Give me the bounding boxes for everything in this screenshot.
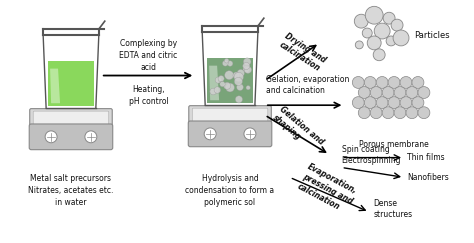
Circle shape [388, 77, 400, 88]
Circle shape [400, 97, 412, 109]
Circle shape [412, 97, 424, 109]
Circle shape [367, 36, 381, 50]
Circle shape [246, 86, 250, 90]
Circle shape [376, 77, 388, 88]
Polygon shape [207, 58, 253, 103]
Circle shape [45, 131, 57, 143]
Text: Spin coating: Spin coating [342, 145, 390, 154]
Circle shape [235, 96, 243, 103]
Circle shape [234, 72, 244, 82]
Text: Dense
structures: Dense structures [373, 199, 412, 219]
Circle shape [365, 6, 383, 24]
Circle shape [222, 61, 228, 66]
Text: Gelation, evaporation
and calcination: Gelation, evaporation and calcination [266, 75, 349, 95]
Circle shape [393, 30, 409, 46]
Circle shape [373, 49, 385, 61]
FancyBboxPatch shape [30, 109, 112, 127]
Circle shape [237, 69, 245, 77]
Circle shape [418, 87, 430, 98]
Circle shape [394, 107, 406, 119]
Circle shape [244, 58, 251, 65]
Text: Thin films: Thin films [407, 153, 445, 162]
Circle shape [243, 62, 250, 69]
Circle shape [370, 107, 382, 119]
FancyBboxPatch shape [188, 121, 272, 147]
Polygon shape [50, 69, 60, 103]
Polygon shape [209, 66, 219, 100]
Text: Metal salt precursors
Nitrates, acetates etc.
in water: Metal salt precursors Nitrates, acetates… [28, 174, 114, 207]
Polygon shape [48, 61, 94, 106]
Circle shape [383, 12, 395, 24]
Circle shape [358, 107, 370, 119]
Circle shape [244, 66, 252, 73]
Circle shape [226, 83, 235, 92]
Text: Drying and
calcination: Drying and calcination [278, 32, 328, 74]
Circle shape [218, 76, 224, 82]
Circle shape [391, 19, 403, 31]
Circle shape [370, 87, 382, 98]
Text: Hydrolysis and
condensation to form a
polymeric sol: Hydrolysis and condensation to form a po… [185, 174, 274, 207]
Circle shape [215, 77, 221, 83]
FancyBboxPatch shape [33, 111, 109, 125]
Circle shape [233, 72, 240, 79]
Circle shape [374, 23, 390, 39]
Text: Gelation and
shaping: Gelation and shaping [271, 105, 325, 155]
Circle shape [418, 107, 430, 119]
Circle shape [352, 77, 364, 88]
Circle shape [234, 77, 242, 86]
Text: Evaporation,
pressing and
calcination: Evaporation, pressing and calcination [296, 162, 359, 216]
Circle shape [364, 97, 376, 109]
Text: Complexing by
EDTA and citric
acid: Complexing by EDTA and citric acid [119, 39, 178, 71]
Text: Porous membrane: Porous membrane [359, 140, 429, 149]
Circle shape [356, 41, 363, 49]
FancyBboxPatch shape [29, 124, 113, 150]
Circle shape [412, 77, 424, 88]
Text: Particles: Particles [414, 32, 449, 41]
Circle shape [214, 87, 220, 93]
Circle shape [225, 71, 234, 80]
Circle shape [210, 88, 217, 95]
Circle shape [406, 107, 418, 119]
Circle shape [382, 87, 394, 98]
Circle shape [224, 59, 229, 63]
Circle shape [386, 36, 396, 46]
Circle shape [358, 87, 370, 98]
Circle shape [362, 28, 372, 38]
Circle shape [237, 84, 243, 91]
FancyBboxPatch shape [192, 108, 268, 122]
FancyBboxPatch shape [189, 106, 271, 124]
Circle shape [388, 97, 400, 109]
Circle shape [376, 97, 388, 109]
Circle shape [85, 131, 97, 143]
Circle shape [394, 87, 406, 98]
Circle shape [220, 81, 225, 87]
Circle shape [352, 97, 364, 109]
Circle shape [400, 77, 412, 88]
Circle shape [406, 87, 418, 98]
Circle shape [204, 128, 216, 140]
Circle shape [354, 14, 368, 28]
Text: Heating,
pH control: Heating, pH control [128, 86, 168, 106]
Text: Nanofibers: Nanofibers [407, 173, 449, 182]
Text: Electrospinning: Electrospinning [341, 156, 401, 165]
Circle shape [228, 61, 233, 66]
Circle shape [243, 66, 250, 72]
Circle shape [224, 82, 231, 89]
Circle shape [364, 77, 376, 88]
Circle shape [382, 107, 394, 119]
Circle shape [244, 128, 256, 140]
